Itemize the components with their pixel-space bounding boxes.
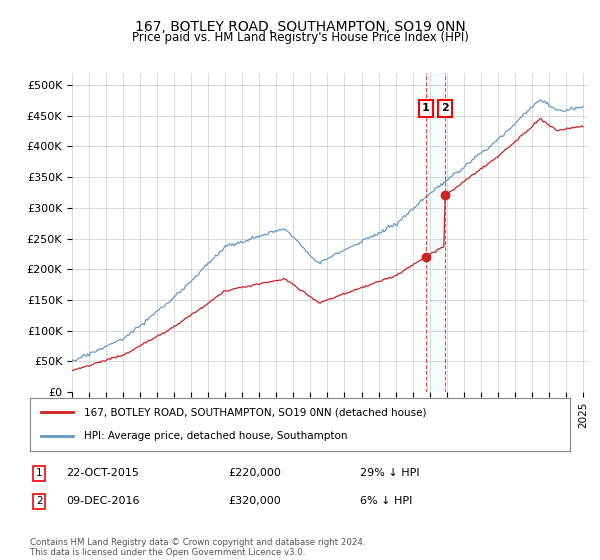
Text: 22-OCT-2015: 22-OCT-2015 [66, 468, 139, 478]
Text: Contains HM Land Registry data © Crown copyright and database right 2024.
This d: Contains HM Land Registry data © Crown c… [30, 538, 365, 557]
Text: £220,000: £220,000 [228, 468, 281, 478]
Text: 29% ↓ HPI: 29% ↓ HPI [360, 468, 419, 478]
Text: 1: 1 [36, 468, 43, 478]
Text: £320,000: £320,000 [228, 496, 281, 506]
Bar [426, 73, 445, 392]
Text: 1: 1 [422, 104, 430, 114]
Text: 167, BOTLEY ROAD, SOUTHAMPTON, SO19 0NN: 167, BOTLEY ROAD, SOUTHAMPTON, SO19 0NN [134, 20, 466, 34]
Text: 2: 2 [36, 496, 43, 506]
Text: 6% ↓ HPI: 6% ↓ HPI [360, 496, 412, 506]
Text: 167, BOTLEY ROAD, SOUTHAMPTON, SO19 0NN (detached house): 167, BOTLEY ROAD, SOUTHAMPTON, SO19 0NN … [84, 408, 427, 418]
Text: 2: 2 [442, 104, 449, 114]
Text: 09-DEC-2016: 09-DEC-2016 [66, 496, 139, 506]
Text: Price paid vs. HM Land Registry's House Price Index (HPI): Price paid vs. HM Land Registry's House … [131, 31, 469, 44]
Text: HPI: Average price, detached house, Southampton: HPI: Average price, detached house, Sout… [84, 431, 347, 441]
